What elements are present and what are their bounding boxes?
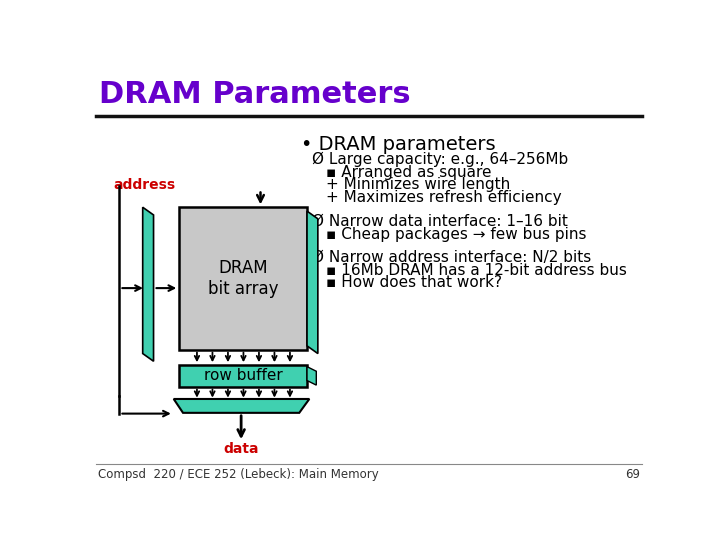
Bar [179, 207, 307, 350]
Text: DRAM Parameters: DRAM Parameters [99, 80, 411, 109]
FancyBboxPatch shape [469, 65, 648, 79]
Text: 69: 69 [625, 468, 640, 481]
Text: Ø Large capacity: e.g., 64–256Mb: Ø Large capacity: e.g., 64–256Mb [312, 152, 569, 167]
Bar [179, 365, 307, 387]
Text: ▪ Cheap packages → few bus pins: ▪ Cheap packages → few bus pins [325, 226, 586, 241]
Polygon shape [307, 367, 316, 385]
FancyBboxPatch shape [90, 65, 648, 115]
Text: DRAM
bit array: DRAM bit array [208, 259, 279, 298]
Text: + Maximizes refresh efficiency: + Maximizes refresh efficiency [325, 190, 561, 205]
Text: Ø Narrow data interface: 1–16 bit: Ø Narrow data interface: 1–16 bit [312, 213, 568, 228]
Text: data: data [223, 442, 259, 456]
Polygon shape [307, 211, 318, 354]
Text: • DRAM parameters: • DRAM parameters [301, 135, 495, 154]
Text: + Minimizes wire length: + Minimizes wire length [325, 177, 510, 192]
Polygon shape [143, 207, 153, 361]
Text: ▪ How does that work?: ▪ How does that work? [325, 275, 502, 290]
Text: Compsd  220 / ECE 252 (Lebeck): Main Memory: Compsd 220 / ECE 252 (Lebeck): Main Memo… [98, 468, 379, 481]
Polygon shape [174, 399, 310, 413]
Text: ▪ Arranged as square: ▪ Arranged as square [325, 165, 491, 180]
Text: address: address [113, 178, 176, 192]
Text: ▪ 16Mb DRAM has a 12-bit address bus: ▪ 16Mb DRAM has a 12-bit address bus [325, 262, 626, 278]
Text: row buffer: row buffer [204, 368, 282, 383]
Text: Ø Narrow address interface: N/2 bits: Ø Narrow address interface: N/2 bits [312, 249, 592, 265]
